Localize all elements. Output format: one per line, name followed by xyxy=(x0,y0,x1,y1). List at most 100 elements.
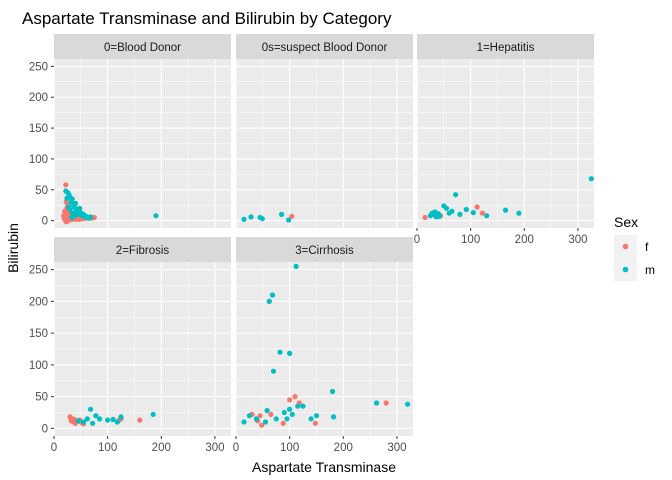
x-tick-label: 200 xyxy=(334,442,353,454)
data-point-m xyxy=(436,213,443,219)
facet-panels: 0=Blood Donor 0 50 100 150 200 250 0s=suspect B… xyxy=(29,34,594,454)
data-point-f xyxy=(257,413,263,419)
data-point-f xyxy=(280,420,286,426)
x-tick-label: 0 xyxy=(51,442,57,454)
data-point-m xyxy=(246,413,252,419)
facet-strip-label: 0s=suspect Blood Donor xyxy=(262,42,388,54)
y-axis-label: Bilirubin xyxy=(5,223,21,273)
facet-strip-label: 0=Blood Donor xyxy=(104,42,181,54)
data-point-m xyxy=(87,214,94,220)
y-tick-label: 200 xyxy=(29,296,48,308)
data-point-m xyxy=(90,420,96,426)
x-axis-label: Aspartate Transminase xyxy=(252,459,396,475)
x-tick-label: 100 xyxy=(280,442,299,454)
data-point-m xyxy=(295,403,301,409)
chart-title: Aspartate Transminase and Bilirubin by C… xyxy=(22,9,392,28)
data-point-m xyxy=(84,416,90,422)
data-point-m xyxy=(443,205,450,211)
data-point-m xyxy=(373,400,380,406)
data-point-m xyxy=(286,217,292,223)
data-point-m xyxy=(266,298,272,304)
data-point-f xyxy=(289,213,295,219)
x-tick-label: 0 xyxy=(414,234,420,246)
y-tick-label: 150 xyxy=(29,123,48,135)
data-point-m xyxy=(262,419,269,425)
data-point-m xyxy=(118,414,124,420)
x-tick-label: 0 xyxy=(233,442,239,454)
data-point-m xyxy=(453,192,459,198)
x-tick-label: 300 xyxy=(387,442,406,454)
data-point-f xyxy=(63,182,69,188)
facet-panel: 1=Hepatitis 0 100 200 300 xyxy=(414,34,594,246)
data-point-m xyxy=(241,419,247,425)
y-tick-label: 250 xyxy=(29,265,48,277)
data-point-f xyxy=(474,204,480,210)
y-tick-label: 0 xyxy=(42,216,48,228)
facet-strip-label: 2=Fibrosis xyxy=(116,245,170,257)
data-point-m xyxy=(463,206,469,213)
data-point-m xyxy=(259,216,265,222)
data-point-m xyxy=(405,401,411,407)
data-point-m xyxy=(93,413,99,419)
data-point-m xyxy=(284,416,290,422)
data-point-m xyxy=(110,416,116,423)
x-tick-label: 200 xyxy=(152,442,171,454)
data-point-m xyxy=(329,388,336,395)
data-point-f xyxy=(383,400,389,406)
data-point-m xyxy=(253,416,259,422)
data-point-m xyxy=(457,211,463,217)
data-point-m xyxy=(308,416,314,422)
data-point-f xyxy=(62,216,68,222)
data-point-m xyxy=(470,210,476,216)
data-point-m xyxy=(75,418,81,424)
y-tick-label: 200 xyxy=(29,92,48,104)
y-tick-label: 100 xyxy=(29,360,48,372)
facet-panel: 0=Blood Donor 0 50 100 150 200 250 xyxy=(29,34,231,228)
data-point-f xyxy=(259,422,265,428)
data-point-m xyxy=(289,411,295,417)
x-tick-label: 200 xyxy=(515,234,534,246)
data-point-m xyxy=(313,413,320,419)
data-point-m xyxy=(69,214,75,221)
data-point-m xyxy=(248,214,254,220)
data-point-m xyxy=(153,213,159,219)
facet-strip-label: 3=Cirrhosis xyxy=(295,245,354,257)
data-point-m xyxy=(69,196,75,202)
facet-strip xyxy=(236,237,413,262)
data-point-f xyxy=(287,397,293,403)
data-point-m xyxy=(287,350,293,356)
data-point-m xyxy=(331,414,337,420)
data-point-m xyxy=(516,210,522,216)
y-tick-label: 100 xyxy=(29,154,48,166)
data-point-f xyxy=(312,420,318,426)
data-point-m xyxy=(264,408,270,414)
data-point-m xyxy=(241,216,247,222)
data-point-m xyxy=(279,211,285,217)
facet-strip xyxy=(54,34,231,59)
y-tick-label: 250 xyxy=(29,61,48,73)
data-point-m xyxy=(449,208,455,214)
legend: Sex fm xyxy=(614,214,655,281)
data-point-m xyxy=(150,411,156,417)
data-point-m xyxy=(114,419,120,425)
data-point-f xyxy=(479,210,485,216)
legend-label: f xyxy=(645,240,649,254)
facet-panel: 3=Cirrhosis 0 100 200 300 xyxy=(233,237,413,454)
y-tick-label: 50 xyxy=(35,185,48,197)
y-tick-label: 150 xyxy=(29,328,48,340)
data-point-m xyxy=(65,204,72,210)
y-tick-label: 0 xyxy=(42,423,48,435)
data-point-m xyxy=(270,368,277,374)
data-point-m xyxy=(273,416,279,422)
data-point-f xyxy=(268,411,274,417)
data-point-m xyxy=(105,417,111,423)
facet-strip-label: 1=Hepatitis xyxy=(477,42,535,54)
legend-title: Sex xyxy=(614,214,638,230)
data-point-m xyxy=(293,263,299,269)
legend-key-f xyxy=(622,243,629,250)
data-point-m xyxy=(77,205,83,211)
legend-label: m xyxy=(645,263,655,277)
data-point-m xyxy=(502,207,509,213)
x-tick-label: 300 xyxy=(205,442,224,454)
data-point-m xyxy=(97,416,103,422)
